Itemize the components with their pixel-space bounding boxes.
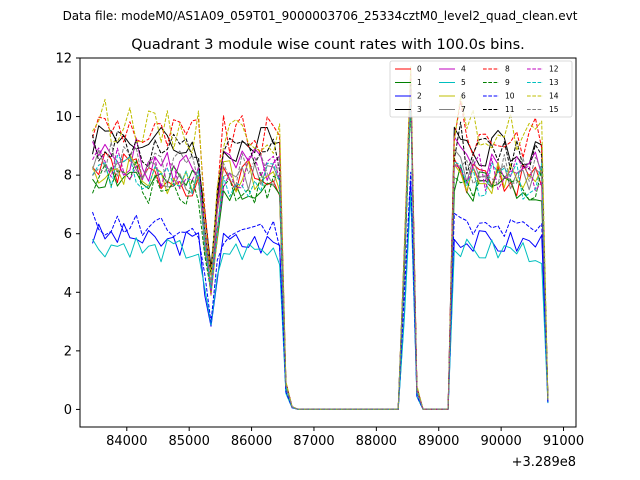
y-axis: 0 2 4 6 8 10 12 — [55, 52, 80, 418]
series-line-10 — [92, 171, 549, 410]
y-tick-label: 6 — [64, 227, 72, 242]
legend-label-1: 1 — [417, 78, 422, 87]
x-tick-label: 90000 — [480, 434, 521, 449]
y-tick-label: 12 — [55, 52, 72, 67]
legend-label-4: 4 — [461, 65, 466, 74]
axes-frame — [79, 57, 577, 428]
chart-title: Quadrant 3 module wise count rates with … — [131, 37, 525, 53]
y-tick-label: 10 — [55, 110, 72, 125]
legend-label-10: 10 — [505, 92, 515, 101]
legend-label-2: 2 — [417, 92, 422, 101]
y-tick-label: 4 — [64, 286, 72, 301]
legend-label-13: 13 — [549, 78, 559, 87]
series-line-15 — [92, 86, 549, 410]
legend-label-8: 8 — [505, 65, 510, 74]
legend-label-5: 5 — [461, 78, 466, 87]
series-layer — [92, 66, 549, 410]
x-tick-label: 86000 — [231, 434, 272, 449]
legend-label-11: 11 — [505, 105, 515, 114]
legend-label-6: 6 — [461, 92, 466, 101]
x-axis: 84000 85000 86000 87000 88000 89000 90000 91000 — [106, 427, 584, 449]
legend-label-14: 14 — [549, 92, 559, 101]
x-offset-label: +3.289e8 — [512, 455, 576, 470]
figure-suptitle: Data file: modeM0/AS1A09_059T01_90000037… — [63, 9, 578, 23]
x-tick-label: 89000 — [418, 434, 459, 449]
legend-box — [389, 60, 573, 118]
legend-label-15: 15 — [549, 105, 559, 114]
y-tick-label: 2 — [64, 344, 72, 359]
legend-label-3: 3 — [417, 105, 422, 114]
legend-label-9: 9 — [505, 78, 510, 87]
y-tick-label: 8 — [64, 169, 72, 184]
x-tick-label: 91000 — [543, 434, 584, 449]
x-tick-label: 88000 — [356, 434, 397, 449]
series-line-11 — [92, 80, 549, 410]
legend-label-0: 0 — [417, 65, 422, 74]
x-tick-label: 84000 — [106, 434, 147, 449]
x-tick-label: 87000 — [293, 434, 334, 449]
legend-label-12: 12 — [549, 65, 559, 74]
y-tick-label: 0 — [64, 403, 72, 418]
plot-area — [79, 57, 577, 428]
legend-label-7: 7 — [461, 105, 466, 114]
x-tick-label: 85000 — [169, 434, 210, 449]
